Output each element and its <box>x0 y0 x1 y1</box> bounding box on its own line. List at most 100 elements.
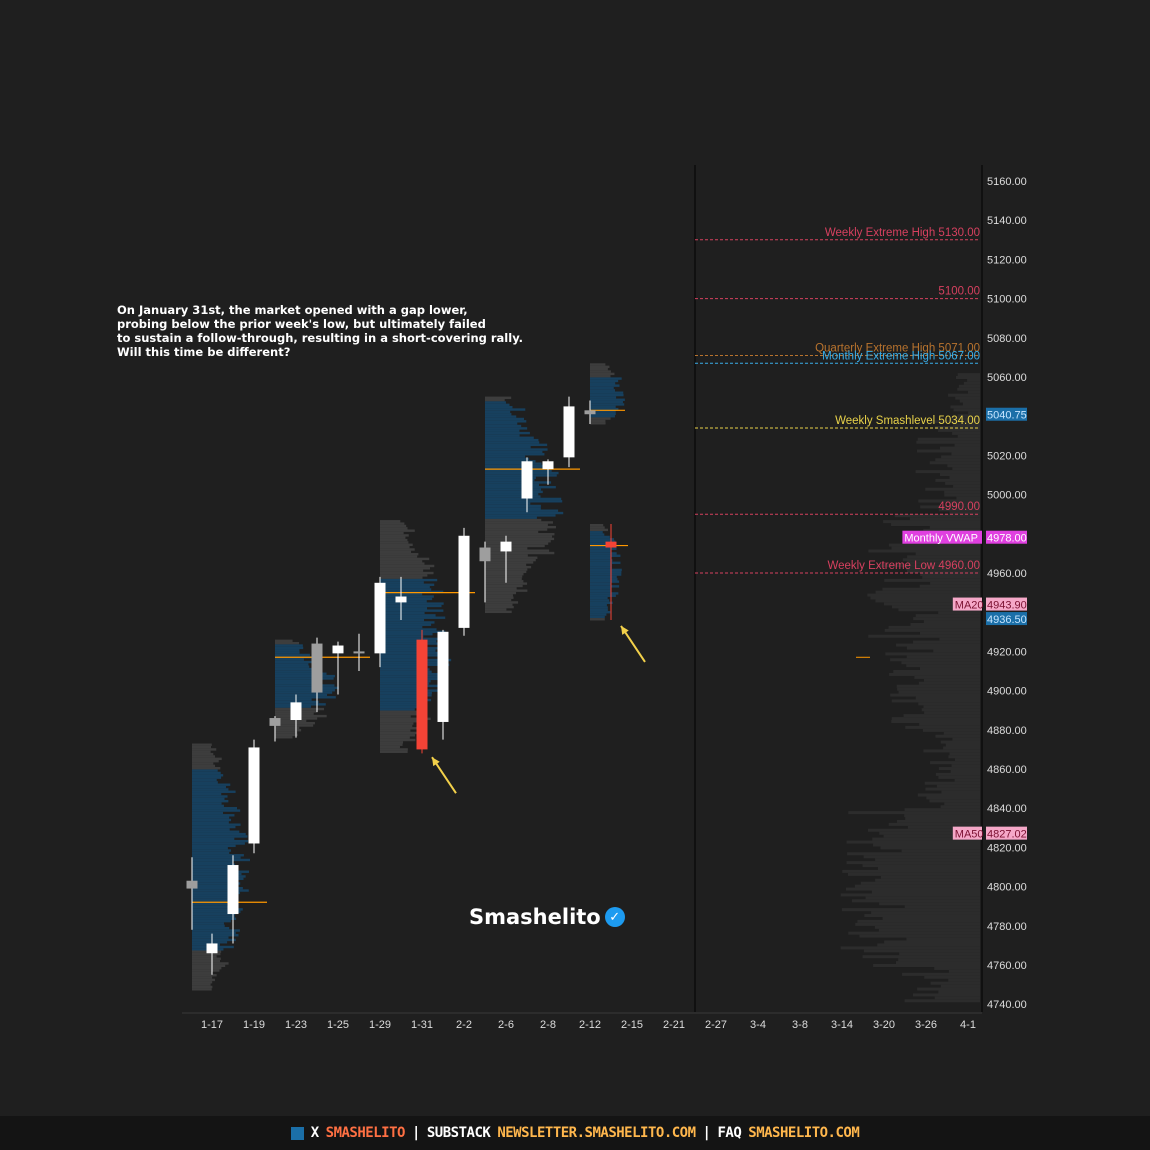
composite-profile-bar <box>967 378 980 382</box>
composite-profile-bar <box>945 743 980 747</box>
composite-profile-bar <box>860 881 980 885</box>
composite-profile-bar <box>879 831 980 835</box>
session-profile-bar <box>275 696 336 699</box>
session-profile-bar <box>275 733 298 737</box>
composite-profile-bar <box>877 943 980 947</box>
y-tick-label: 5100.00 <box>987 294 1027 306</box>
session-profile-bar <box>485 445 531 449</box>
session-profile-bar <box>380 750 408 753</box>
price-tag-label-box <box>952 597 982 611</box>
session-profile-bar <box>192 858 251 862</box>
composite-profile-bar <box>915 552 980 556</box>
level-label: Weekly Smashlevel 5034.00 <box>835 415 980 427</box>
price-tag: 5040.75 <box>986 407 1027 422</box>
session-profile-bar <box>192 875 246 878</box>
session-profile-bar <box>380 625 423 629</box>
composite-profile-bar <box>950 769 980 773</box>
session-profile-bar <box>380 642 440 645</box>
footer-faq-label: FAQ <box>717 1125 742 1141</box>
session-profile-bar <box>192 849 232 852</box>
session-profile-bar <box>192 771 221 775</box>
price-tag-label: MA50 <box>955 829 984 841</box>
footer-separator: | <box>411 1125 420 1141</box>
session-profile-bar <box>380 522 405 525</box>
composite-profile-bar <box>920 505 980 509</box>
session-profile-bar <box>192 919 231 923</box>
session-profile-bar <box>380 590 444 594</box>
candle-body <box>290 702 302 720</box>
session-profile-bar <box>590 386 614 390</box>
composite-profile-bar <box>958 384 980 388</box>
session-profile-bar <box>380 649 436 652</box>
session-profile-bar <box>380 581 424 584</box>
session-profile-bar <box>192 964 226 968</box>
composite-profile-bar <box>944 802 980 806</box>
composite-profile-bar <box>888 822 980 826</box>
composite-profile-bar <box>943 731 980 735</box>
session-profile-bar <box>192 792 222 796</box>
candle-body <box>563 406 575 458</box>
composite-profile-bar <box>950 405 980 409</box>
footer-substack-link[interactable]: NEWSLETTER.SMASHELITO.COM <box>497 1125 696 1141</box>
price-tag-box <box>986 530 1027 544</box>
session-profile <box>590 524 628 621</box>
price-tag-value: 4943.90 <box>987 600 1027 612</box>
composite-profile-bar <box>917 437 980 441</box>
composite-profile-bar <box>915 696 980 700</box>
composite-profile-bar <box>885 652 980 656</box>
composite-profile-bar <box>962 402 980 406</box>
composite-profile-bar <box>847 852 980 856</box>
session-profile-bar <box>590 542 610 546</box>
session-profile-bar <box>192 877 244 880</box>
footer-x-handle-link[interactable]: SMASHELITO <box>325 1125 406 1141</box>
session-profile-bar <box>275 667 316 671</box>
session-profile-bar <box>485 591 517 595</box>
annotation-line: On January 31st, the market opened with … <box>117 303 468 317</box>
composite-profile-bar <box>874 925 980 929</box>
session-profile-bar <box>192 785 226 789</box>
session-profile-bar <box>192 917 237 920</box>
x-tick-label: 4-1 <box>960 1019 976 1031</box>
session-profile-bar <box>192 962 229 965</box>
composite-profile-bar <box>919 584 980 588</box>
callout-arrow <box>431 756 457 794</box>
session-profile-bar <box>485 504 541 508</box>
composite-profile-bar <box>846 840 980 844</box>
composite-profile-bar <box>904 808 980 812</box>
composite-profile-bar <box>919 667 980 671</box>
session-profile-bar <box>485 415 517 418</box>
session-profile-bar <box>590 367 608 371</box>
session-profile-bar <box>275 651 300 654</box>
session-profile-bar <box>275 693 328 697</box>
session-profile-bar <box>192 821 229 824</box>
session-profile-bar <box>590 568 622 572</box>
session-profile-bar <box>485 608 507 611</box>
session-profile-bar <box>380 548 415 551</box>
session-profile-bar <box>380 569 424 572</box>
session-profile-bar <box>192 929 240 932</box>
session-profile-bar <box>485 443 548 447</box>
brand-name: Smashelito <box>469 905 601 929</box>
level-label: 4990.00 <box>938 501 980 513</box>
footer-faq-link[interactable]: SMASHELITO.COM <box>748 1125 860 1141</box>
candle-body <box>458 535 470 628</box>
composite-profile-bar <box>906 664 980 668</box>
composite-profile-bar <box>955 396 980 400</box>
session-profile-bar <box>192 868 231 871</box>
composite-profile-bar <box>877 867 980 870</box>
session-profile-bar <box>380 520 401 523</box>
candle <box>521 457 533 513</box>
session-profile-bar <box>380 614 436 617</box>
session-profile-bar <box>590 528 608 532</box>
session-profile-bar <box>275 726 300 730</box>
session-profile-bar <box>590 552 617 555</box>
candle-body <box>227 865 239 915</box>
composite-profile-bar <box>903 714 980 718</box>
session-profile-bar <box>485 441 540 444</box>
composite-profile-bar <box>878 928 980 932</box>
composite-profile-bar <box>899 952 980 956</box>
session-profile-bar <box>192 844 236 848</box>
composite-profile-bar <box>847 872 980 876</box>
composite-profile-bar <box>916 449 980 453</box>
session-profile-bar <box>192 879 233 883</box>
